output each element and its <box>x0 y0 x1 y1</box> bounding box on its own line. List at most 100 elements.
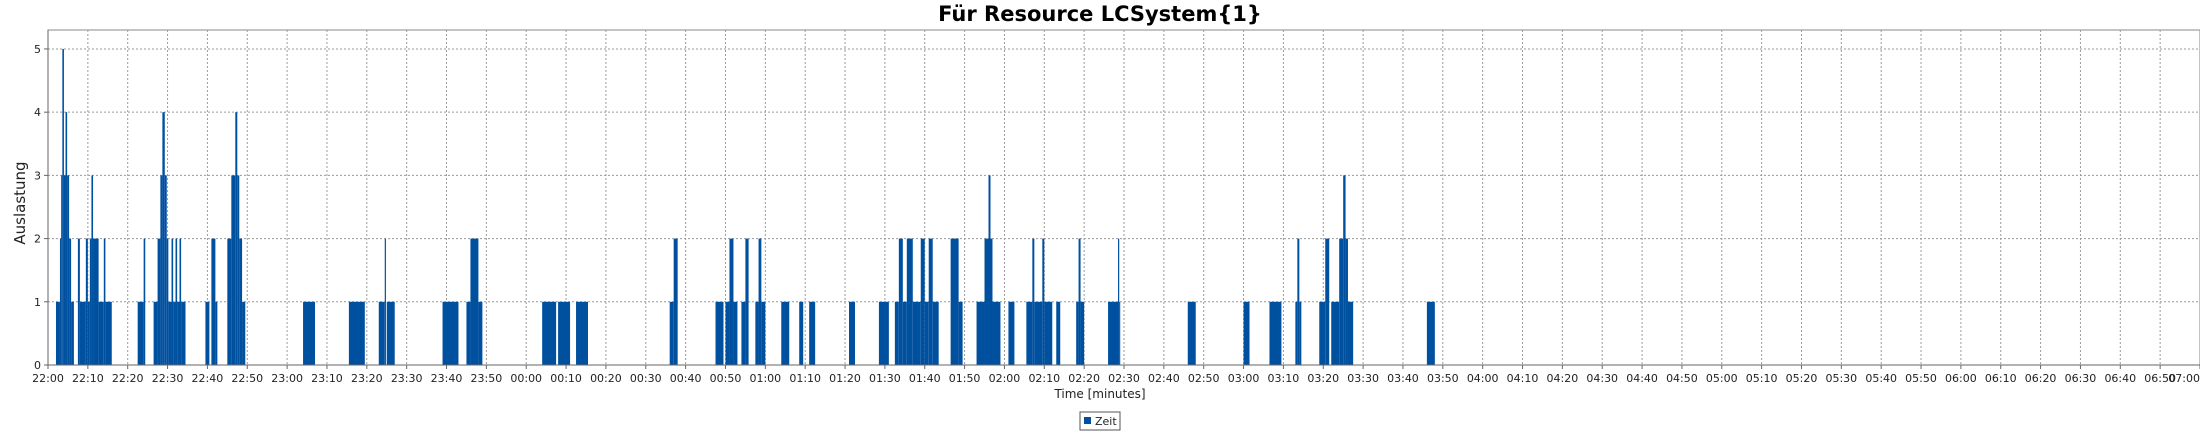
x-tick-label: 05:00 <box>1706 372 1738 385</box>
x-tick-label: 23:40 <box>431 372 463 385</box>
x-tick-label: 05:10 <box>1746 372 1778 385</box>
bar <box>71 301 74 365</box>
x-tick-label: 23:00 <box>271 372 303 385</box>
bar <box>920 238 925 365</box>
bar <box>1044 301 1053 365</box>
x-tick-label: 01:30 <box>869 372 901 385</box>
bar <box>62 48 64 365</box>
x-tick-label: 05:40 <box>1865 372 1897 385</box>
bar <box>215 301 218 365</box>
bar <box>558 301 571 365</box>
x-tick-label: 06:20 <box>2025 372 2057 385</box>
y-tick-label: 3 <box>34 169 41 182</box>
x-tick-label: 22:40 <box>192 372 224 385</box>
bar <box>576 301 588 365</box>
x-tick-label: 04:10 <box>1507 372 1539 385</box>
bar <box>542 301 557 365</box>
plot-area <box>47 29 2200 366</box>
bar <box>1343 175 1346 365</box>
bar <box>1299 301 1302 365</box>
bar <box>988 175 991 365</box>
x-tick-label: 22:50 <box>231 372 263 385</box>
x-tick-label: 00:30 <box>630 372 662 385</box>
bar <box>153 301 158 365</box>
bar <box>1078 238 1081 365</box>
bar <box>162 112 165 365</box>
bar <box>143 238 146 365</box>
x-tick-label: 05:30 <box>1825 372 1857 385</box>
y-axis-ticks: 0 1 2 3 4 5 <box>34 43 48 372</box>
bar <box>55 301 60 365</box>
x-tick-label: 02:40 <box>1148 372 1180 385</box>
legend-label: Zeit <box>1095 415 1117 428</box>
bar <box>478 301 483 365</box>
bar <box>168 301 172 365</box>
bar <box>378 301 385 365</box>
bar <box>741 301 746 365</box>
bar <box>1269 301 1282 365</box>
bar <box>79 301 86 365</box>
y-tick-label: 1 <box>34 296 41 309</box>
x-tick-label: 06:10 <box>1985 372 2017 385</box>
bar <box>67 175 70 365</box>
bar <box>69 238 72 365</box>
bar <box>237 175 240 365</box>
bar <box>470 238 479 365</box>
x-tick-label: 22:10 <box>72 372 104 385</box>
bar <box>179 238 182 365</box>
bar <box>1295 301 1298 365</box>
bar <box>758 238 762 365</box>
bar <box>912 301 921 365</box>
bar <box>384 238 386 365</box>
bar <box>1026 301 1033 365</box>
bar <box>902 301 907 365</box>
bar <box>239 238 243 365</box>
bar <box>1187 301 1196 365</box>
bar <box>894 301 899 365</box>
bar <box>1118 238 1120 365</box>
bar <box>928 238 933 365</box>
bar <box>166 238 169 365</box>
x-tick-label: 22:00 <box>32 372 64 385</box>
bar <box>386 301 395 365</box>
bar <box>1042 238 1045 365</box>
x-tick-label: 03:00 <box>1228 372 1260 385</box>
x-tick-label: 01:20 <box>829 372 861 385</box>
chart-title: Für Resource LCSystem{1} <box>938 2 1262 26</box>
bar <box>85 238 88 365</box>
bar <box>175 238 178 365</box>
bar <box>63 175 66 365</box>
bar <box>205 301 210 365</box>
x-tick-label: 22:30 <box>152 372 184 385</box>
bar <box>1319 301 1326 365</box>
bar <box>91 175 94 365</box>
bar <box>466 301 471 365</box>
bar <box>729 238 734 365</box>
bar <box>990 238 993 365</box>
bar <box>65 112 68 365</box>
y-tick-label: 4 <box>34 106 41 119</box>
bar <box>89 238 92 365</box>
bar <box>177 301 180 365</box>
legend: Zeit <box>1079 411 1121 431</box>
bar <box>1032 238 1035 365</box>
bar <box>673 238 678 365</box>
x-tick-label: 00:00 <box>510 372 542 385</box>
bar <box>442 301 459 365</box>
x-tick-label: 06:00 <box>1945 372 1977 385</box>
bar <box>1339 238 1344 365</box>
x-tick-label: 03:50 <box>1427 372 1459 385</box>
x-tick-label: 03:20 <box>1307 372 1339 385</box>
bar-series <box>55 48 1435 365</box>
bar <box>303 301 316 365</box>
bar <box>1426 301 1435 365</box>
bar <box>348 301 365 365</box>
x-tick-label: 00:50 <box>710 372 742 385</box>
bar <box>745 238 749 365</box>
x-tick-label: 01:40 <box>909 372 941 385</box>
x-tick-label: 04:40 <box>1626 372 1658 385</box>
bar <box>160 175 163 365</box>
bar <box>227 238 232 365</box>
bar <box>164 175 167 365</box>
bar <box>992 301 1001 365</box>
